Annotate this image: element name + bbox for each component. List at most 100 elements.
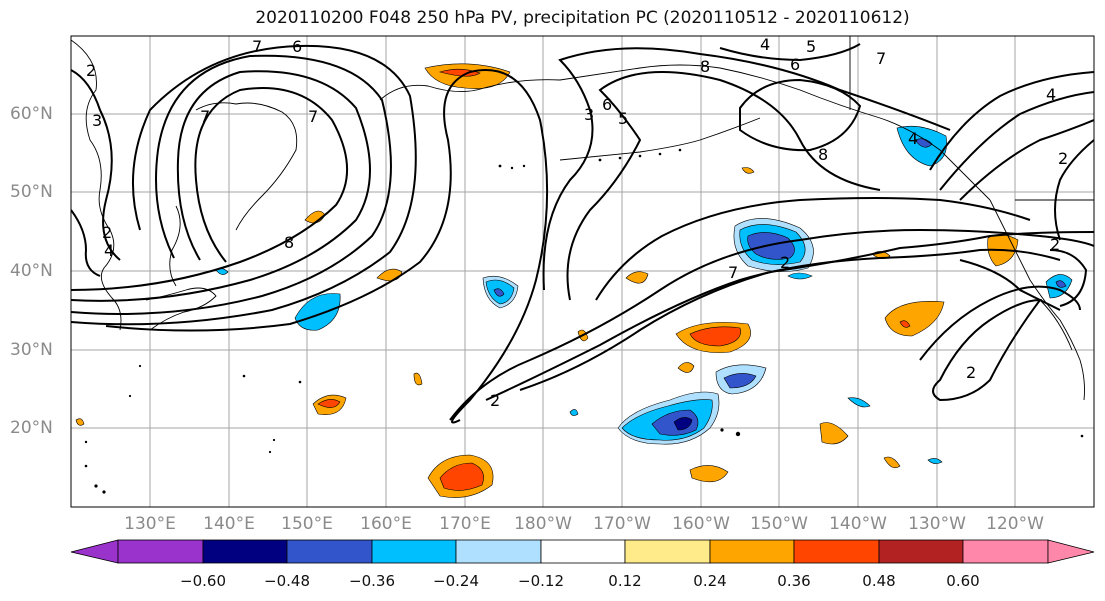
colorbar-tick: −0.12 (518, 572, 564, 590)
coast-baja (1039, 299, 1073, 351)
colorbar (70, 539, 1095, 564)
pv-label: 6 (790, 55, 800, 74)
pv-label: 4 (1046, 85, 1056, 104)
pv-contour (719, 43, 861, 62)
coast-alaska-south (719, 67, 991, 201)
colorbar-bin (878, 539, 964, 564)
coast-kamchatka (195, 102, 298, 231)
lon-label-130w: 130°W (908, 514, 966, 534)
lat-label-60n: 60°N (10, 104, 53, 124)
pv-contour (71, 70, 371, 302)
pv-label: 6 (292, 37, 302, 56)
pv-label: 2 (966, 363, 976, 382)
pv-label: 6 (602, 95, 612, 114)
colorbar-tick: −0.36 (349, 572, 395, 590)
pv-label: 5 (806, 37, 816, 56)
pv-contours (71, 43, 1094, 424)
pv-contour (566, 71, 881, 301)
colorbar-bin (202, 539, 288, 564)
colorbar-bin (455, 539, 542, 564)
pv-contour (932, 298, 1043, 402)
pv-contour (71, 44, 417, 326)
pv-label: 2 (1058, 149, 1068, 168)
colorbar-bin (962, 539, 1049, 564)
pv-contour (959, 259, 1061, 311)
pv-label: 3 (92, 111, 102, 130)
pv-label: 7 (876, 49, 886, 68)
coast-japan (145, 287, 217, 331)
pv-label: 4 (104, 241, 114, 260)
map-title: 2020110200 F048 250 hPa PV, precipitatio… (255, 8, 910, 28)
lon-label-180w: 180°W (514, 514, 572, 534)
colorbar-extend-max (1047, 539, 1095, 564)
lon-label-130e: 130°E (124, 514, 176, 534)
pv-contour (1049, 249, 1088, 307)
lat-label-30n: 30°N (10, 340, 53, 360)
pv-contour (929, 71, 1094, 171)
pv-contour-labels: 2 3 2 4 7 7 6 7 8 3 6 5 8 4 6 5 7 8 4 2 … (86, 35, 1068, 410)
pv-contour (1054, 139, 1094, 241)
pv-contour (939, 91, 1094, 191)
pv-label: 4 (760, 35, 770, 54)
pv-contour (71, 209, 101, 277)
lon-label-140e: 140°E (203, 514, 255, 534)
precip-positive-areas (75, 63, 1019, 498)
pv-label: 8 (284, 233, 294, 252)
colorbar-bin (624, 539, 711, 564)
lat-label-40n: 40°N (10, 261, 53, 281)
colorbar-tick: −0.60 (180, 572, 226, 590)
colorbar-tick: −0.48 (264, 572, 310, 590)
precip-blob-japan-east (294, 293, 341, 331)
lon-label-140w: 140°W (829, 514, 887, 534)
lon-label-120w: 120°W (986, 514, 1044, 534)
pv-label: 2 (780, 253, 790, 272)
coast-sakhalin (169, 205, 181, 287)
pv-label: 8 (700, 57, 710, 76)
coast-alaska-west (379, 64, 721, 101)
colorbar-tick: 0.48 (862, 572, 896, 590)
colorbar-tick: −0.24 (433, 572, 479, 590)
colorbar-tick: 0.36 (777, 572, 811, 590)
pv-contour (959, 119, 1094, 201)
colorbar-bin (709, 539, 795, 564)
pv-label: 7 (200, 107, 210, 126)
colorbar-bin (371, 539, 457, 564)
colorbar-tick: 0.12 (608, 572, 642, 590)
lat-label-50n: 50°N (10, 182, 53, 202)
islands (84, 148, 1084, 494)
pv-label: 2 (1050, 235, 1060, 254)
coast-alaska-peninsula (559, 117, 761, 161)
lon-label-150w: 150°W (750, 514, 808, 534)
pv-label: 3 (584, 105, 594, 124)
colorbar-bin (286, 539, 373, 564)
colorbar-bin (793, 539, 880, 564)
lon-label-160e: 160°E (360, 514, 412, 534)
pv-label: 2 (86, 61, 96, 80)
lon-label-150e: 150°E (281, 514, 333, 534)
map-frame-border (70, 35, 1095, 508)
colorbar-bin (540, 539, 626, 564)
precip-blob-east-pacific (884, 301, 945, 337)
pv-contour (105, 69, 549, 424)
colorbar-tick: 0.60 (946, 572, 980, 590)
lon-label-160w: 160°W (672, 514, 730, 534)
pv-label: 7 (252, 37, 262, 56)
pv-label: 2 (102, 223, 112, 242)
pv-contour (71, 54, 392, 315)
lon-label-170e: 170°E (439, 514, 491, 534)
pv-contour (739, 78, 862, 152)
colorbar-extend-min (70, 539, 119, 564)
pv-label: 8 (818, 145, 828, 164)
pv-label: 7 (728, 263, 738, 282)
lon-label-170w: 170°W (593, 514, 651, 534)
colorbar-bin (117, 539, 204, 564)
pv-label: 4 (908, 129, 918, 148)
pv-label: 7 (308, 107, 318, 126)
pv-label: 5 (618, 109, 628, 128)
pv-label: 2 (490, 391, 500, 410)
pv-contour (71, 87, 348, 291)
pv-contour (595, 197, 1031, 301)
lat-label-20n: 20°N (10, 418, 53, 438)
colorbar-tick: 0.24 (693, 572, 727, 590)
